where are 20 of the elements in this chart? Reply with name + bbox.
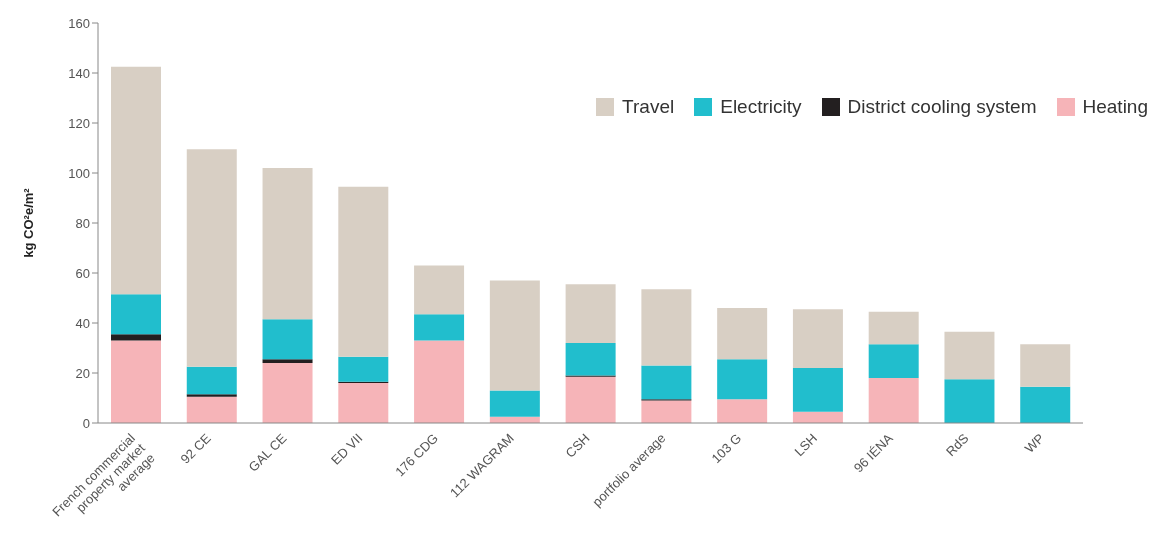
- y-tick-label: 100: [68, 165, 90, 181]
- legend-label: Electricity: [720, 96, 802, 118]
- x-tick-label: 103 G: [708, 430, 745, 467]
- y-tick-label: 80: [75, 215, 90, 231]
- legend-label: Travel: [622, 96, 675, 118]
- x-tick-label: RdS: [942, 430, 972, 460]
- y-tick-label: 120: [68, 115, 90, 131]
- x-tick-label: GAL CE: [245, 430, 290, 475]
- x-tick-label: 92 CE: [177, 430, 214, 467]
- legend-label: District cooling system: [847, 96, 1037, 118]
- y-tick-label: 140: [68, 65, 90, 81]
- y-axis-title: kg CO²e/m²: [20, 187, 36, 258]
- legend-label: Heating: [1082, 96, 1148, 118]
- y-tick-label: 160: [68, 15, 90, 31]
- y-tick-label: 40: [75, 315, 90, 331]
- y-tick-label: 60: [75, 265, 90, 281]
- x-tick-label: WP: [1021, 430, 1048, 456]
- y-tick-label: 0: [82, 415, 90, 431]
- x-tick-label: ED VII: [328, 430, 366, 468]
- y-tick-label: 20: [75, 365, 90, 381]
